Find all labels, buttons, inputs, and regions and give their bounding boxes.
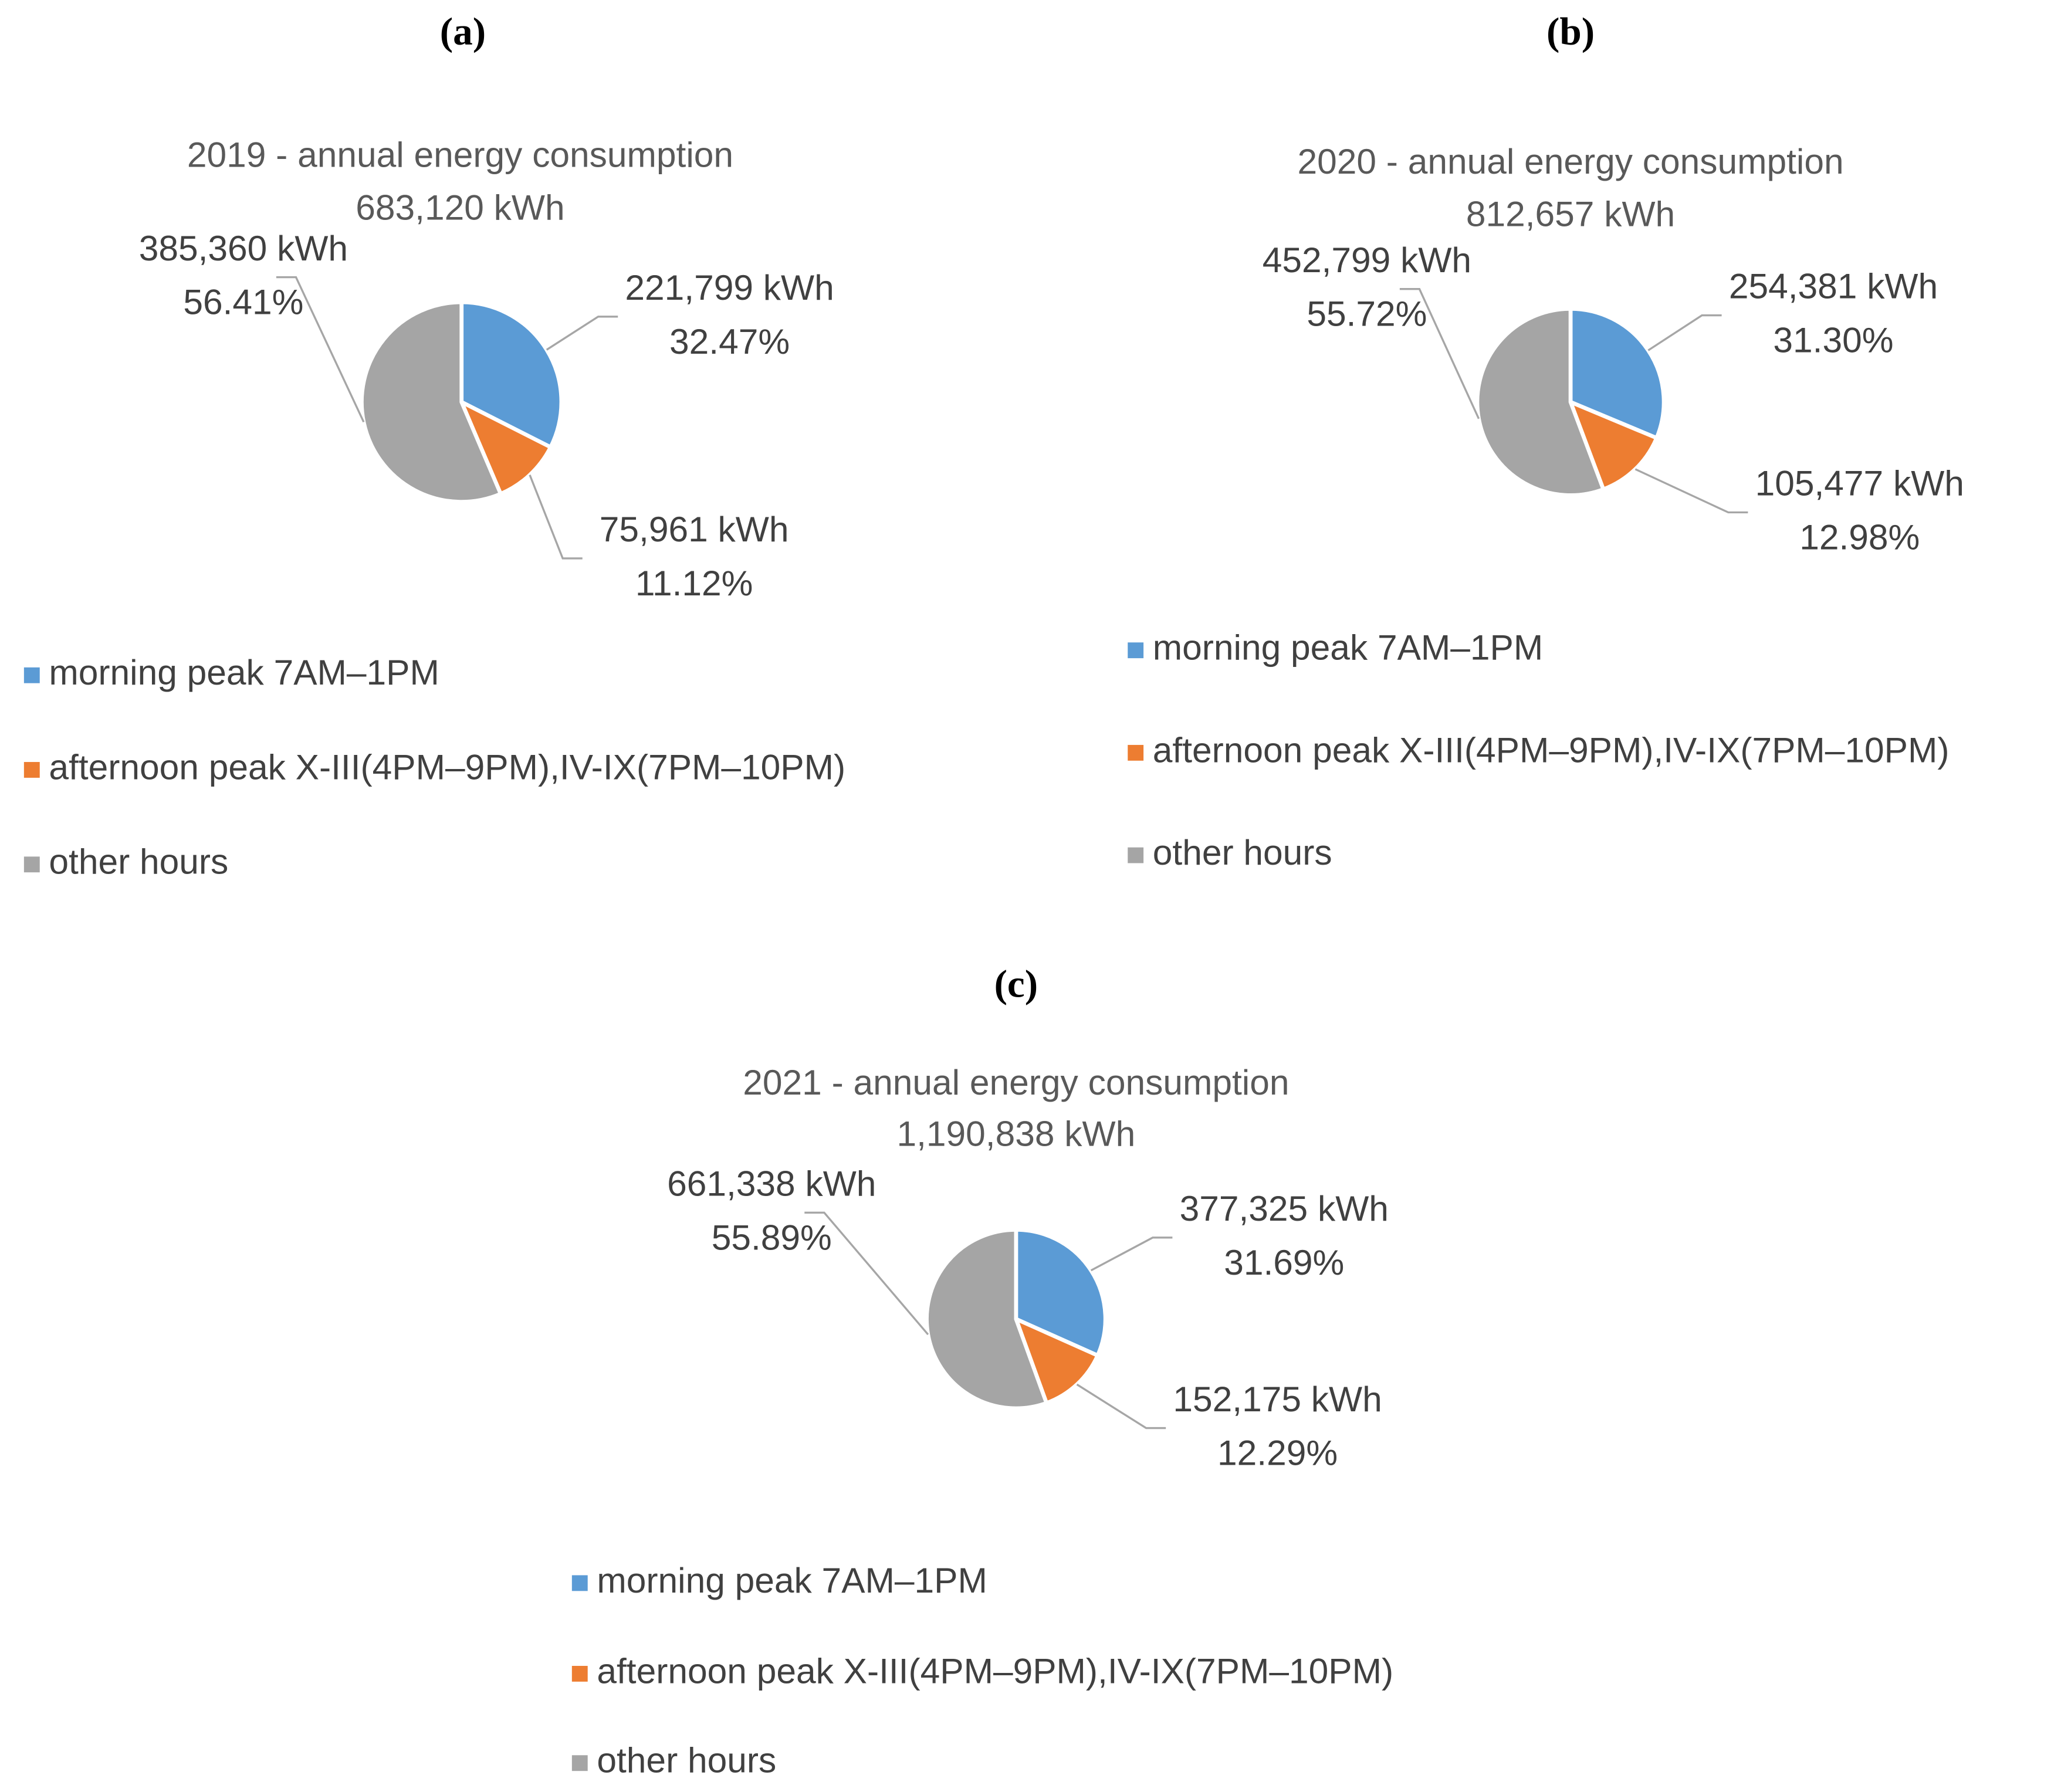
- legend-label: other hours: [1153, 832, 1332, 872]
- data-label: 11.12%: [635, 563, 753, 603]
- legend-swatch: [1128, 847, 1144, 863]
- data-label: 12.98%: [1799, 517, 1920, 557]
- data-label: 75,961 kWh: [600, 509, 789, 549]
- data-label: 32.47%: [669, 321, 790, 361]
- data-label: 55.72%: [1307, 294, 1427, 334]
- data-label: 377,325 kWh: [1180, 1188, 1389, 1228]
- legend-label: morning peak 7AM–1PM: [49, 652, 439, 692]
- leader-line: [1090, 1237, 1173, 1272]
- data-label: 55.89%: [712, 1217, 832, 1257]
- chart-title: 2021 - annual energy consumption: [743, 1062, 1289, 1102]
- legend-label: other hours: [597, 1740, 776, 1780]
- leader-line: [1399, 288, 1480, 419]
- data-label: 31.69%: [1224, 1242, 1344, 1282]
- legend-label: morning peak 7AM–1PM: [597, 1560, 987, 1600]
- pie-slice: [1475, 306, 1606, 497]
- chart-subtitle: 683,120 kWh: [356, 187, 564, 227]
- data-label: 152,175 kWh: [1173, 1379, 1382, 1419]
- data-label: 452,799 kWh: [1263, 240, 1471, 280]
- legend-swatch: [23, 667, 40, 683]
- legend-swatch: [571, 1575, 588, 1591]
- data-label: 661,338 kWh: [667, 1163, 876, 1203]
- legend-label: other hours: [49, 842, 228, 882]
- leader-line: [1647, 314, 1722, 351]
- pie-slice: [925, 1228, 1050, 1411]
- leader-line: [529, 475, 583, 560]
- chart-title: 2020 - annual energy consumption: [1297, 141, 1843, 181]
- legend-label: afternoon peak X-III(4PM–9PM),IV-IX(7PM–…: [49, 747, 845, 787]
- data-label: 105,477 kWh: [1755, 463, 1964, 503]
- leader-line: [1634, 468, 1748, 514]
- leader-line: [804, 1211, 929, 1336]
- panel-label: (b): [1546, 9, 1595, 53]
- data-label: 221,799 kWh: [625, 267, 834, 307]
- chart-subtitle: 812,657 kWh: [1466, 194, 1675, 234]
- legend-label: morning peak 7AM–1PM: [1153, 628, 1543, 668]
- pie-slice: [360, 300, 503, 504]
- legend-label: afternoon peak X-III(4PM–9PM),IV-IX(7PM–…: [597, 1651, 1393, 1691]
- panel-label: (a): [440, 9, 486, 53]
- leader-line: [276, 276, 365, 423]
- data-label: 12.29%: [1217, 1433, 1338, 1473]
- leader-line: [1076, 1383, 1166, 1429]
- leader-line: [546, 316, 618, 351]
- chart-title: 2019 - annual energy consumption: [187, 135, 733, 175]
- pie-slice: [457, 398, 554, 497]
- pie-slice: [1014, 1228, 1108, 1359]
- data-label: 31.30%: [1773, 320, 1893, 360]
- legend-swatch: [23, 856, 40, 873]
- legend-swatch: [1128, 642, 1144, 659]
- legend-swatch: [1128, 744, 1144, 761]
- legend-label: afternoon peak X-III(4PM–9PM),IV-IX(7PM–…: [1153, 730, 1950, 770]
- data-label: 254,381 kWh: [1729, 266, 1938, 306]
- panel-label: (c): [994, 962, 1038, 1006]
- data-label: 56.41%: [183, 282, 303, 322]
- legend-swatch: [571, 1755, 588, 1771]
- pie-slice: [1567, 398, 1660, 492]
- legend-swatch: [571, 1665, 588, 1682]
- legend-swatch: [23, 762, 40, 778]
- chart-subtitle: 1,190,838 kWh: [896, 1113, 1135, 1153]
- data-label: 385,360 kWh: [139, 228, 348, 268]
